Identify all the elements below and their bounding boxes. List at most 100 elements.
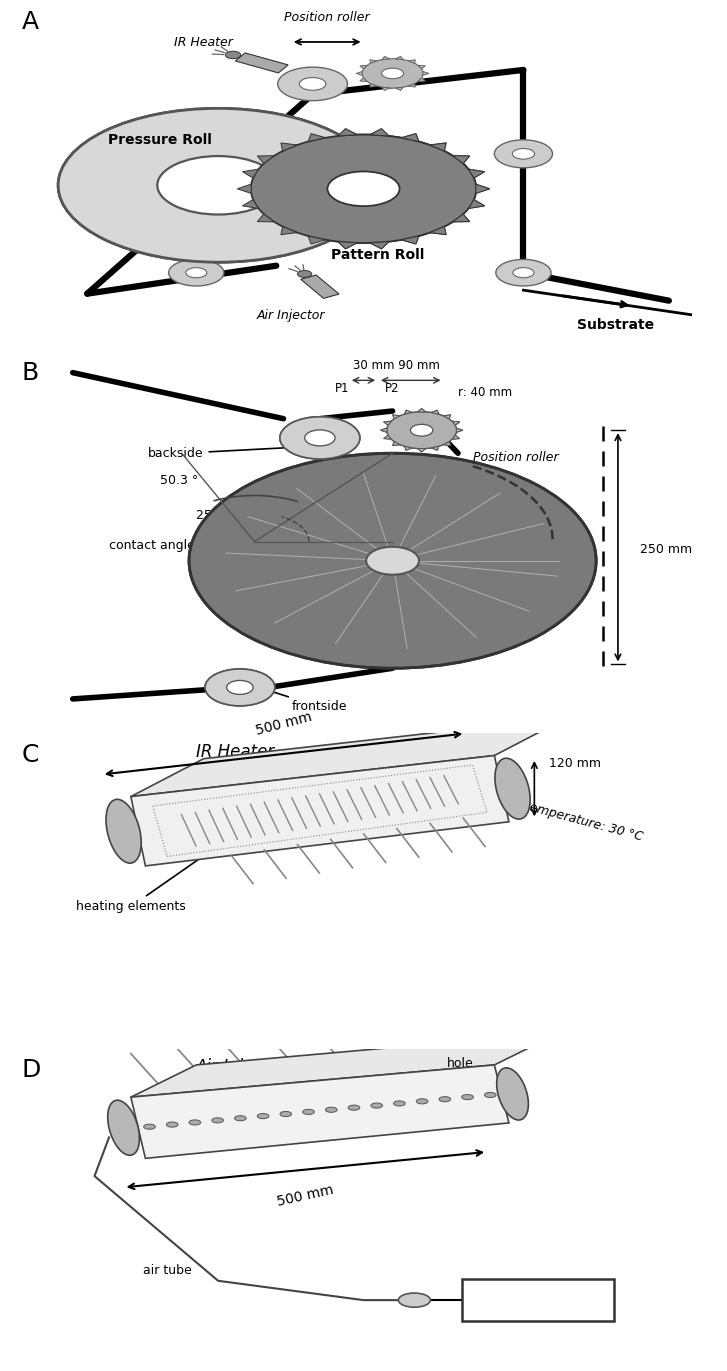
Circle shape <box>278 67 348 100</box>
FancyBboxPatch shape <box>462 1279 614 1322</box>
Polygon shape <box>431 447 438 450</box>
Circle shape <box>212 1117 223 1123</box>
Text: B: B <box>22 361 39 385</box>
Polygon shape <box>401 133 419 141</box>
Circle shape <box>225 51 241 59</box>
Text: C: C <box>22 743 39 766</box>
Circle shape <box>280 1112 292 1116</box>
Polygon shape <box>452 421 459 425</box>
Polygon shape <box>453 156 470 163</box>
Polygon shape <box>338 129 357 136</box>
Circle shape <box>326 1108 337 1112</box>
Circle shape <box>235 1116 246 1121</box>
Polygon shape <box>453 156 470 163</box>
Circle shape <box>189 1120 201 1126</box>
Polygon shape <box>431 410 438 414</box>
Circle shape <box>297 270 312 277</box>
Polygon shape <box>308 236 326 244</box>
Circle shape <box>513 148 534 159</box>
Circle shape <box>302 1109 314 1115</box>
Ellipse shape <box>106 799 141 864</box>
Polygon shape <box>384 421 391 425</box>
Polygon shape <box>452 435 459 439</box>
Polygon shape <box>430 226 446 234</box>
Polygon shape <box>453 214 470 222</box>
Polygon shape <box>475 184 490 193</box>
Polygon shape <box>418 78 425 81</box>
Text: 30 mm 90 mm: 30 mm 90 mm <box>353 359 440 372</box>
Polygon shape <box>417 448 426 452</box>
Polygon shape <box>418 66 425 69</box>
Polygon shape <box>281 226 297 234</box>
Polygon shape <box>237 184 252 193</box>
Text: air tube: air tube <box>142 1264 192 1278</box>
Text: Air Injector: Air Injector <box>257 308 325 322</box>
Polygon shape <box>405 447 412 450</box>
Text: Compressor: Compressor <box>497 1294 579 1307</box>
Polygon shape <box>370 241 389 250</box>
Circle shape <box>205 669 275 706</box>
Polygon shape <box>308 133 326 141</box>
Polygon shape <box>370 129 389 136</box>
Polygon shape <box>242 200 259 208</box>
Polygon shape <box>242 169 259 178</box>
Polygon shape <box>443 441 451 446</box>
Circle shape <box>186 267 206 278</box>
Polygon shape <box>417 409 426 411</box>
Circle shape <box>251 134 476 243</box>
Text: frontside: frontside <box>252 684 348 713</box>
Polygon shape <box>356 71 362 75</box>
Polygon shape <box>380 428 387 432</box>
Polygon shape <box>443 415 451 418</box>
Polygon shape <box>417 409 426 411</box>
Polygon shape <box>417 448 426 452</box>
Circle shape <box>205 669 275 706</box>
Polygon shape <box>430 143 446 151</box>
Polygon shape <box>242 169 259 178</box>
Polygon shape <box>370 84 377 88</box>
Circle shape <box>157 156 279 214</box>
Text: temperature: 30 °C: temperature: 30 °C <box>523 799 645 843</box>
Text: Position roller: Position roller <box>284 11 370 25</box>
Text: heating elements: heating elements <box>76 843 222 913</box>
Circle shape <box>189 454 596 668</box>
Circle shape <box>144 1124 156 1130</box>
Polygon shape <box>237 184 252 193</box>
Circle shape <box>462 1094 473 1100</box>
Circle shape <box>393 1101 405 1106</box>
Polygon shape <box>338 129 357 136</box>
Polygon shape <box>384 435 391 439</box>
Circle shape <box>280 417 360 459</box>
Text: P1: P1 <box>334 383 349 395</box>
Polygon shape <box>242 200 259 208</box>
Polygon shape <box>370 129 389 136</box>
Text: 50.3 °: 50.3 ° <box>160 474 198 487</box>
Text: Air Injector: Air Injector <box>196 1058 287 1076</box>
Circle shape <box>417 1098 428 1104</box>
Circle shape <box>362 59 423 88</box>
Polygon shape <box>360 66 367 69</box>
Polygon shape <box>257 214 274 222</box>
Polygon shape <box>384 435 391 439</box>
Circle shape <box>411 424 433 436</box>
Polygon shape <box>370 241 389 250</box>
Polygon shape <box>443 441 451 446</box>
Ellipse shape <box>495 758 530 818</box>
Polygon shape <box>468 200 485 208</box>
Circle shape <box>305 430 335 446</box>
Text: Position roller: Position roller <box>473 451 558 463</box>
Text: 500 mm: 500 mm <box>254 710 313 738</box>
Text: IR Heater: IR Heater <box>174 36 233 49</box>
Text: D: D <box>22 1058 41 1083</box>
Circle shape <box>166 1121 178 1127</box>
Circle shape <box>387 411 457 448</box>
Circle shape <box>387 411 457 448</box>
Text: Substrate: Substrate <box>577 318 654 332</box>
Polygon shape <box>380 428 387 432</box>
Polygon shape <box>393 441 400 446</box>
Polygon shape <box>308 133 326 141</box>
Polygon shape <box>281 226 297 234</box>
Polygon shape <box>409 84 415 88</box>
Text: A: A <box>22 11 39 34</box>
Polygon shape <box>257 214 274 222</box>
